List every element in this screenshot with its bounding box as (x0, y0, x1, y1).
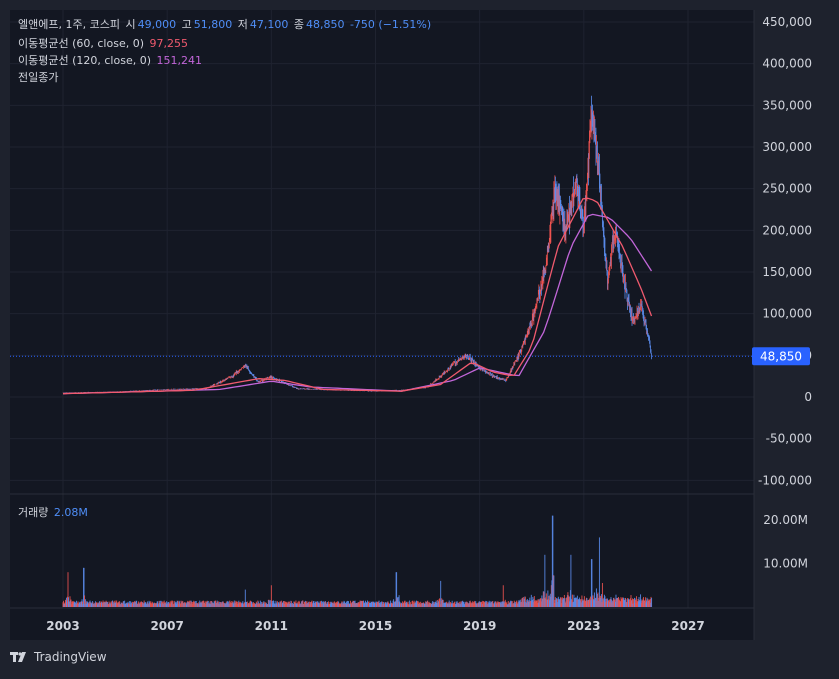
current-price-tag: 48,850 (752, 347, 810, 366)
ma60-line (62, 197, 653, 395)
time-tick-label: 2019 (463, 619, 496, 633)
ma60-value: 97,255 (149, 37, 189, 50)
change-value: -750 (−1.51%) (349, 18, 432, 31)
current-price-label: 48,850 (760, 349, 802, 363)
ma120-value: 151,241 (156, 54, 203, 67)
volume-label: 거래량 (18, 506, 49, 519)
volume-value: 2.08M (53, 506, 88, 519)
time-tick-label: 2023 (567, 619, 600, 633)
close-value: 48,850 (305, 18, 345, 31)
volume-axis[interactable]: 20.00M 10.00M (763, 513, 808, 571)
price-tick-label: 0 (804, 390, 812, 404)
brand-name[interactable]: TradingView (34, 650, 107, 664)
price-tick-label: 250,000 (762, 182, 812, 196)
low-value: 47,100 (249, 18, 289, 31)
price-axis[interactable]: 450,000 400,000 350,000 300,000 250,000 200,0… (758, 15, 812, 487)
high-label: 고 (181, 18, 192, 31)
symbol-name[interactable]: 엘앤에프, 1주, 코스피 (18, 18, 120, 31)
time-tick-label: 2007 (150, 619, 183, 633)
open-value: 49,000 (137, 18, 177, 31)
time-tick-label: 2027 (671, 619, 704, 633)
price-tick-label: -100,000 (758, 473, 812, 487)
volume-legend[interactable]: 거래량 2.08M (18, 505, 90, 520)
branding[interactable]: TradingView (10, 650, 107, 664)
moving-averages (62, 197, 653, 395)
volume-tick-label: 20.00M (763, 513, 808, 527)
price-tick-label: -50,000 (766, 432, 812, 446)
low-label: 저 (237, 18, 248, 31)
time-tick-label: 2003 (46, 619, 79, 633)
close-label: 종 (293, 18, 304, 31)
time-tick-label: 2011 (255, 619, 288, 633)
price-tick-label: 450,000 (762, 15, 812, 29)
prev-close-legend[interactable]: 전일종가 (18, 70, 60, 85)
price-tick-label: 300,000 (762, 140, 812, 154)
price-tick-label: 150,000 (762, 265, 812, 279)
ma120-label: 이동평균선 (120, close, 0) (18, 54, 151, 67)
plot-background (10, 10, 754, 640)
prev-close-label: 전일종가 (18, 71, 59, 84)
price-tick-label: 350,000 (762, 98, 812, 112)
price-tick-label: 400,000 (762, 57, 812, 71)
grid (10, 10, 754, 608)
ma120-legend[interactable]: 이동평균선 (120, close, 0) 151,241 (18, 53, 204, 68)
ma60-legend[interactable]: 이동평균선 (60, close, 0) 97,255 (18, 36, 190, 51)
time-tick-label: 2015 (359, 619, 392, 633)
tradingview-logo-icon (10, 652, 26, 662)
time-axis[interactable]: 2003 2007 2011 2015 2019 2023 2027 (46, 619, 704, 633)
open-label: 시 (125, 18, 136, 31)
ma60-label: 이동평균선 (60, close, 0) (18, 37, 144, 50)
current-price-tag-bg (752, 347, 810, 366)
volume-bars (62, 515, 653, 607)
high-value: 51,800 (193, 18, 233, 31)
price-tick-label: 100,000 (762, 307, 812, 321)
volume-tick-label: 10.00M (763, 557, 808, 571)
price-tick-label: 200,000 (762, 223, 812, 237)
